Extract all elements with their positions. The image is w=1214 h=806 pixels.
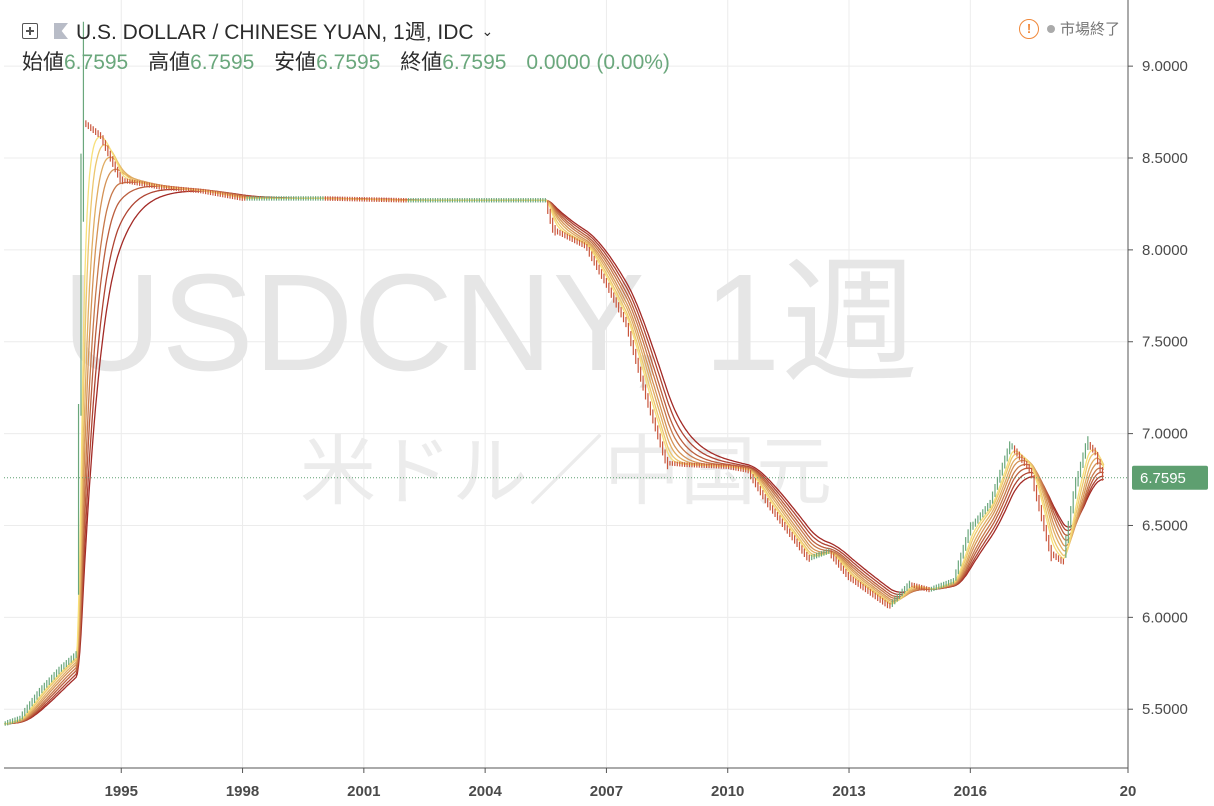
last-price-tag-bg [1132, 465, 1208, 490]
close-value: 6.7595 [442, 51, 507, 74]
x-tick-label: 2016 [954, 783, 987, 800]
x-tick-label: 2007 [590, 783, 623, 800]
moving-average-line [3, 135, 1105, 725]
symbol-title[interactable]: U.S. DOLLAR / CHINESE YUAN, 1週, IDC [76, 21, 474, 44]
y-tick-label: 9.0000 [1142, 58, 1188, 75]
high-label: 高値 [148, 51, 191, 74]
high-value: 6.7595 [190, 51, 255, 74]
moving-average-ribbon [3, 135, 1105, 725]
y-tick-label: 5.5000 [1142, 701, 1188, 718]
y-tick-label: 6.5000 [1142, 517, 1188, 534]
change-value: 0.0000 (0.00%) [526, 51, 670, 74]
price-bars [4, 21, 1104, 726]
flag-icon [54, 23, 68, 39]
x-tick-label: 2001 [347, 783, 380, 800]
open-value: 6.7595 [64, 51, 129, 74]
y-tick-label: 6.0000 [1142, 609, 1188, 626]
y-tick-label: 7.0000 [1142, 426, 1188, 443]
last-price-tag-label: 6.7595 [1140, 470, 1186, 487]
x-tick-label: 1998 [226, 783, 259, 800]
last-price-tag: 6.7595 [1132, 465, 1208, 490]
chevron-down-icon[interactable]: ⌄ [481, 22, 494, 39]
x-tick-label: 20 [1120, 783, 1137, 800]
y-tick-label: 8.0000 [1142, 242, 1188, 259]
market-status-label: 市場終了 [1059, 21, 1120, 38]
x-tick-label: 2010 [711, 783, 744, 800]
expand-icon[interactable] [22, 23, 38, 39]
x-tick-label: 2013 [832, 783, 865, 800]
ohlc-readout: 始値6.7595 高値6.7595 安値6.7595 終値6.7595 0.00… [22, 46, 684, 76]
time-axis[interactable]: 1995 1998 2001 2004 2007 2010 2013 2016 20 [105, 768, 1137, 800]
x-tick-label: 2004 [468, 783, 502, 800]
warning-icon[interactable]: ! [1018, 18, 1039, 39]
y-tick-label: 7.5000 [1142, 334, 1188, 351]
watermark-symbol: USDCNY, 1週 [62, 246, 918, 400]
low-value: 6.7595 [316, 51, 381, 74]
close-label: 終値 [400, 51, 443, 74]
grid [4, 0, 1129, 768]
market-status: ! 市場終了 [1018, 18, 1120, 39]
plot-area [4, 0, 1128, 768]
symbol-header: U.S. DOLLAR / CHINESE YUAN, 1週, IDC ⌄ [22, 16, 493, 46]
price-axis[interactable]: 9.0000 8.5000 8.0000 7.5000 7.0000 6.5000 6.00… [1128, 58, 1188, 718]
x-tick-label: 1995 [105, 783, 138, 800]
low-label: 安値 [274, 51, 317, 74]
y-tick-label: 8.5000 [1142, 150, 1188, 167]
open-label: 始値 [22, 51, 64, 74]
status-dot-icon [1046, 24, 1055, 33]
